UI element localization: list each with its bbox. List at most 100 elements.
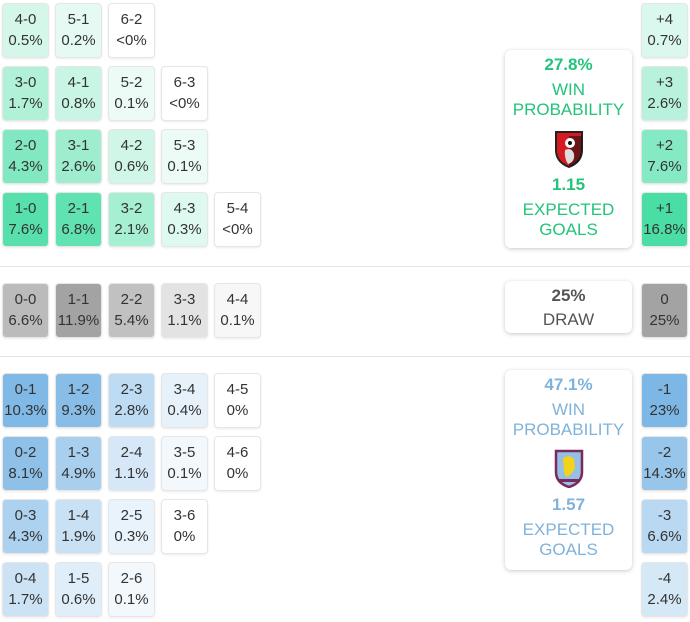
score-label: 4-0	[14, 11, 37, 28]
probability-label: 0.7%	[647, 32, 682, 49]
draw-score-cell[interactable]: 2-2 5.4%	[108, 283, 155, 338]
away-score-cell[interactable]: 1-4 1.9%	[55, 499, 102, 554]
score-label: 0-2	[14, 444, 37, 461]
home-score-cell[interactable]: 2-1 6.8%	[55, 192, 102, 247]
draw-score-cell[interactable]: 4-4 0.1%	[214, 283, 261, 338]
win-label: WIN	[551, 400, 586, 419]
score-label: 5-4	[226, 200, 249, 217]
score-label: 2-6	[120, 570, 143, 587]
away-score-cell[interactable]: 4-6 0%	[214, 436, 261, 491]
home-score-cell[interactable]: 4-3 0.3%	[161, 192, 208, 247]
score-label: 1-0	[14, 200, 37, 217]
home-margin-cell[interactable]: +2 7.6%	[641, 129, 688, 184]
home-score-cell[interactable]: 5-1 0.2%	[55, 3, 102, 58]
score-label: 4-1	[67, 74, 90, 91]
divider	[0, 356, 690, 357]
home-score-cell[interactable]: 5-4 <0%	[214, 192, 261, 247]
probability-label: 1.1%	[114, 465, 149, 482]
score-label: -1	[657, 381, 672, 398]
score-label: 0-1	[14, 381, 37, 398]
probability-label: 0.1%	[220, 312, 255, 329]
probability-label: <0%	[222, 221, 253, 238]
away-score-cell[interactable]: 3-4 0.4%	[161, 373, 208, 428]
home-score-cell[interactable]: 4-2 0.6%	[108, 129, 155, 184]
away-score-cell[interactable]: 1-2 9.3%	[55, 373, 102, 428]
away-score-cell[interactable]: 3-5 0.1%	[161, 436, 208, 491]
score-label: +4	[655, 11, 674, 28]
probability-label: 1.1%	[167, 312, 202, 329]
score-label: 2-2	[120, 291, 143, 308]
score-label: 0-0	[14, 291, 37, 308]
home-score-cell[interactable]: 6-3 <0%	[161, 66, 208, 121]
score-label: 4-2	[120, 137, 143, 154]
score-label: 1-3	[67, 444, 90, 461]
score-label: 3-3	[173, 291, 196, 308]
probability-label: 6.6%	[8, 312, 43, 329]
probability-label: 6.6%	[647, 528, 682, 545]
probability-label: 0.1%	[114, 95, 149, 112]
probability-label: 2.6%	[61, 158, 96, 175]
probability-label: 14.3%	[643, 465, 686, 482]
away-score-cell[interactable]: 0-3 4.3%	[2, 499, 49, 554]
away-score-cell[interactable]: 2-6 0.1%	[108, 562, 155, 617]
win-label: WIN	[551, 80, 586, 99]
score-label: -4	[657, 570, 672, 587]
draw-score-cell[interactable]: 0-0 6.6%	[2, 283, 49, 338]
probability-label: 4.3%	[8, 528, 43, 545]
away-score-cell[interactable]: 1-5 0.6%	[55, 562, 102, 617]
score-label: 2-5	[120, 507, 143, 524]
away-score-cell[interactable]: 4-5 0%	[214, 373, 261, 428]
probability-label: 11.9%	[57, 312, 100, 329]
score-label: 3-5	[173, 444, 196, 461]
probability-label: 4.3%	[8, 158, 43, 175]
away-margin-cell[interactable]: -4 2.4%	[641, 562, 688, 617]
home-score-cell[interactable]: 6-2 <0%	[108, 3, 155, 58]
home-score-cell[interactable]: 4-0 0.5%	[2, 3, 49, 58]
home-score-cell[interactable]: 4-1 0.8%	[55, 66, 102, 121]
home-margin-cell[interactable]: +1 16.8%	[641, 192, 688, 247]
away-score-cell[interactable]: 3-6 0%	[161, 499, 208, 554]
home-score-cell[interactable]: 1-0 7.6%	[2, 192, 49, 247]
home-margin-cell[interactable]: +4 0.7%	[641, 3, 688, 58]
probability-label: 8.1%	[8, 465, 43, 482]
probability-label: 25%	[649, 312, 680, 329]
score-label: 6-2	[120, 11, 143, 28]
probability-label: 0.6%	[114, 158, 149, 175]
away-score-cell[interactable]: 2-3 2.8%	[108, 373, 155, 428]
away-score-cell[interactable]: 2-5 0.3%	[108, 499, 155, 554]
probability-label: 2.1%	[114, 221, 149, 238]
probability-label: 0%	[173, 528, 196, 545]
draw-margin-cell[interactable]: 0 25%	[641, 283, 688, 338]
score-label: 4-3	[173, 200, 196, 217]
home-score-cell[interactable]: 2-0 4.3%	[2, 129, 49, 184]
probability-label: 10.3%	[4, 402, 47, 419]
home-score-cell[interactable]: 3-0 1.7%	[2, 66, 49, 121]
probability-label: 7.6%	[8, 221, 43, 238]
score-label: 3-6	[173, 507, 196, 524]
away-margin-cell[interactable]: -3 6.6%	[641, 499, 688, 554]
away-score-cell[interactable]: 0-1 10.3%	[2, 373, 49, 428]
score-label: 5-2	[120, 74, 143, 91]
away-score-cell[interactable]: 0-2 8.1%	[2, 436, 49, 491]
score-label: 1-5	[67, 570, 90, 587]
draw-summary-card: 25% DRAW	[505, 281, 632, 333]
score-label: +2	[655, 137, 674, 154]
away-score-cell[interactable]: 1-3 4.9%	[55, 436, 102, 491]
home-score-cell[interactable]: 5-3 0.1%	[161, 129, 208, 184]
away-margin-cell[interactable]: -1 23%	[641, 373, 688, 428]
away-margin-cell[interactable]: -2 14.3%	[641, 436, 688, 491]
home-margin-cell[interactable]: +3 2.6%	[641, 66, 688, 121]
probability-label: 0.3%	[167, 221, 202, 238]
draw-score-cell[interactable]: 1-1 11.9%	[55, 283, 102, 338]
away-score-cell[interactable]: 0-4 1.7%	[2, 562, 49, 617]
home-score-cell[interactable]: 5-2 0.1%	[108, 66, 155, 121]
away-score-cell[interactable]: 2-4 1.1%	[108, 436, 155, 491]
probability-label: 16.8%	[643, 221, 686, 238]
home-score-cell[interactable]: 3-1 2.6%	[55, 129, 102, 184]
draw-score-cell[interactable]: 3-3 1.1%	[161, 283, 208, 338]
probability-label: 1.7%	[8, 591, 43, 608]
score-label: 1-1	[67, 291, 90, 308]
home-score-cell[interactable]: 3-2 2.1%	[108, 192, 155, 247]
probability-label: 0.6%	[61, 591, 96, 608]
probability-label: 1.9%	[61, 528, 96, 545]
